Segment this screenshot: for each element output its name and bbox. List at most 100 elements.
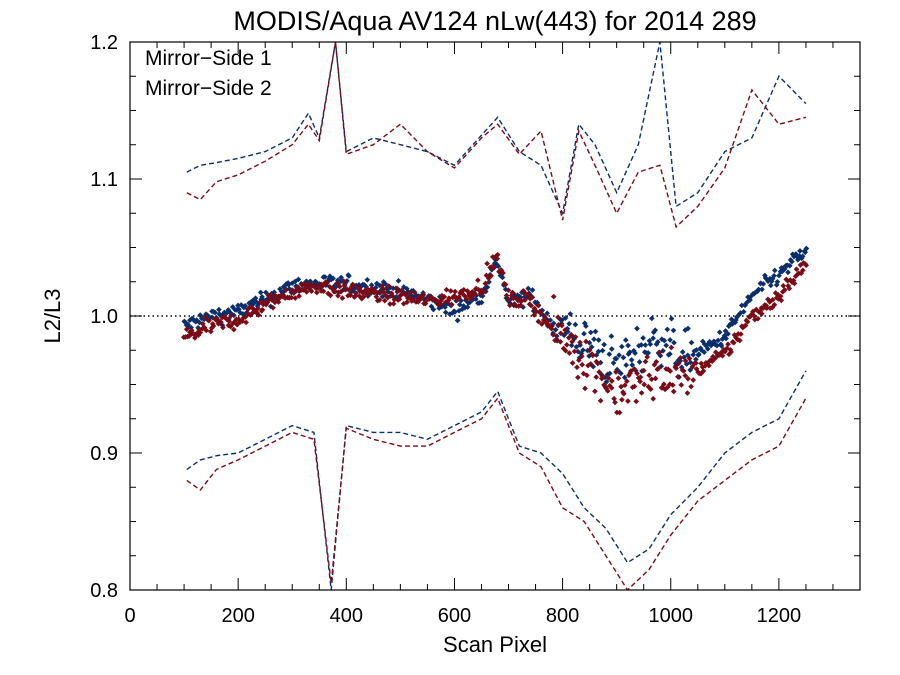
series-2-point — [557, 330, 564, 337]
series-2-point — [356, 286, 363, 293]
series-2-point — [725, 341, 731, 348]
series-1-upper-bound — [186, 42, 807, 216]
series-2-point — [637, 378, 643, 385]
series-2-point — [472, 291, 478, 298]
series-2-point — [569, 360, 576, 366]
series-2-point — [390, 300, 397, 307]
series-2-point — [270, 304, 276, 311]
series-2-upper-bound — [186, 42, 807, 229]
series-2-point — [548, 325, 555, 332]
series-2-point — [612, 399, 618, 406]
series-2-point — [572, 334, 579, 340]
series-2-point — [543, 319, 550, 325]
series-2-point — [531, 312, 538, 318]
series-2-point — [684, 390, 691, 396]
series-2-point — [537, 310, 544, 316]
series-1-point — [623, 362, 630, 368]
series-1-point — [212, 309, 218, 316]
series-1-point — [667, 351, 673, 357]
series-1-point — [587, 329, 594, 336]
y-axis-label: L2/L3 — [40, 288, 65, 343]
series-2-point — [693, 360, 699, 366]
y-tick-label: 1.0 — [90, 306, 118, 328]
series-1-point — [654, 339, 661, 345]
series-1-point — [242, 302, 248, 309]
series-2-point — [624, 378, 630, 385]
series-2-point — [669, 382, 676, 388]
series-2-point — [637, 374, 644, 381]
series-2-point — [503, 292, 510, 299]
y-tick-label: 0.8 — [90, 580, 118, 602]
series-1-point — [668, 315, 675, 322]
series-2-point — [385, 283, 392, 289]
series-2-point — [589, 352, 596, 359]
series-2-point — [678, 382, 685, 388]
series-2-point — [759, 310, 765, 317]
series-2-point — [376, 297, 383, 303]
series-2-point — [755, 315, 761, 322]
series-1-point — [723, 335, 729, 342]
series-2-point — [644, 354, 651, 360]
series-2-point — [562, 347, 569, 354]
series-1-point — [759, 286, 765, 293]
series-2-point — [535, 302, 541, 309]
series-2-point — [599, 373, 606, 379]
series-2-point — [803, 262, 810, 269]
series-1-point — [322, 274, 328, 280]
series-2-point — [633, 398, 640, 405]
series-1-point — [567, 311, 574, 317]
series-2-point — [550, 331, 556, 338]
series-1-point — [642, 342, 649, 348]
series-2-point — [604, 388, 611, 394]
series-1-point — [725, 331, 731, 337]
series-2-point — [576, 357, 582, 364]
series-2-point — [349, 281, 356, 288]
series-2-point — [584, 372, 590, 379]
series-2-point — [622, 382, 628, 389]
series-2-point — [563, 341, 570, 348]
series-1-point — [610, 360, 617, 366]
x-axis-label: Scan Pixel — [443, 632, 547, 657]
series-2-point — [631, 366, 638, 372]
series-2-point — [771, 301, 778, 308]
series-1-point — [499, 274, 506, 281]
series-2-point — [667, 368, 674, 374]
series-2-point — [675, 360, 682, 367]
x-tick-label: 800 — [546, 605, 579, 627]
series-1-point — [606, 351, 613, 358]
series-2-point — [542, 314, 548, 321]
series-1-point — [767, 282, 774, 289]
series-1-point — [701, 349, 708, 356]
x-tick-label: 1000 — [648, 605, 693, 627]
series-2-point — [384, 294, 391, 301]
series-1-point — [544, 310, 551, 317]
series-2-point — [582, 385, 588, 392]
series-2-point — [411, 289, 418, 296]
series-1-point — [580, 347, 586, 353]
series-2-point — [641, 381, 648, 388]
series-2-point — [217, 319, 224, 326]
series-1-point — [634, 325, 640, 332]
series-2-point — [682, 358, 689, 364]
series-1-point — [679, 349, 686, 355]
series-2-point — [353, 290, 359, 297]
series-2-point — [340, 278, 347, 284]
series-1-point — [621, 374, 628, 381]
y-tick-label: 1.1 — [90, 169, 118, 191]
series-1-point — [740, 308, 747, 315]
series-2-point — [372, 288, 379, 295]
series-2-point — [452, 288, 458, 295]
series-2-point — [781, 287, 788, 293]
series-2-point — [620, 390, 627, 397]
series-2-point — [690, 377, 697, 383]
series-2-point — [668, 344, 675, 351]
series-2-point — [566, 350, 573, 356]
series-2-point — [303, 289, 310, 295]
series-1-point — [583, 323, 589, 329]
series-2-point — [625, 398, 631, 404]
series-2-point — [404, 299, 410, 306]
series-2-point — [446, 295, 452, 302]
series-1-point — [789, 258, 795, 265]
series-2-point — [640, 367, 647, 374]
series-2-point — [646, 372, 653, 379]
